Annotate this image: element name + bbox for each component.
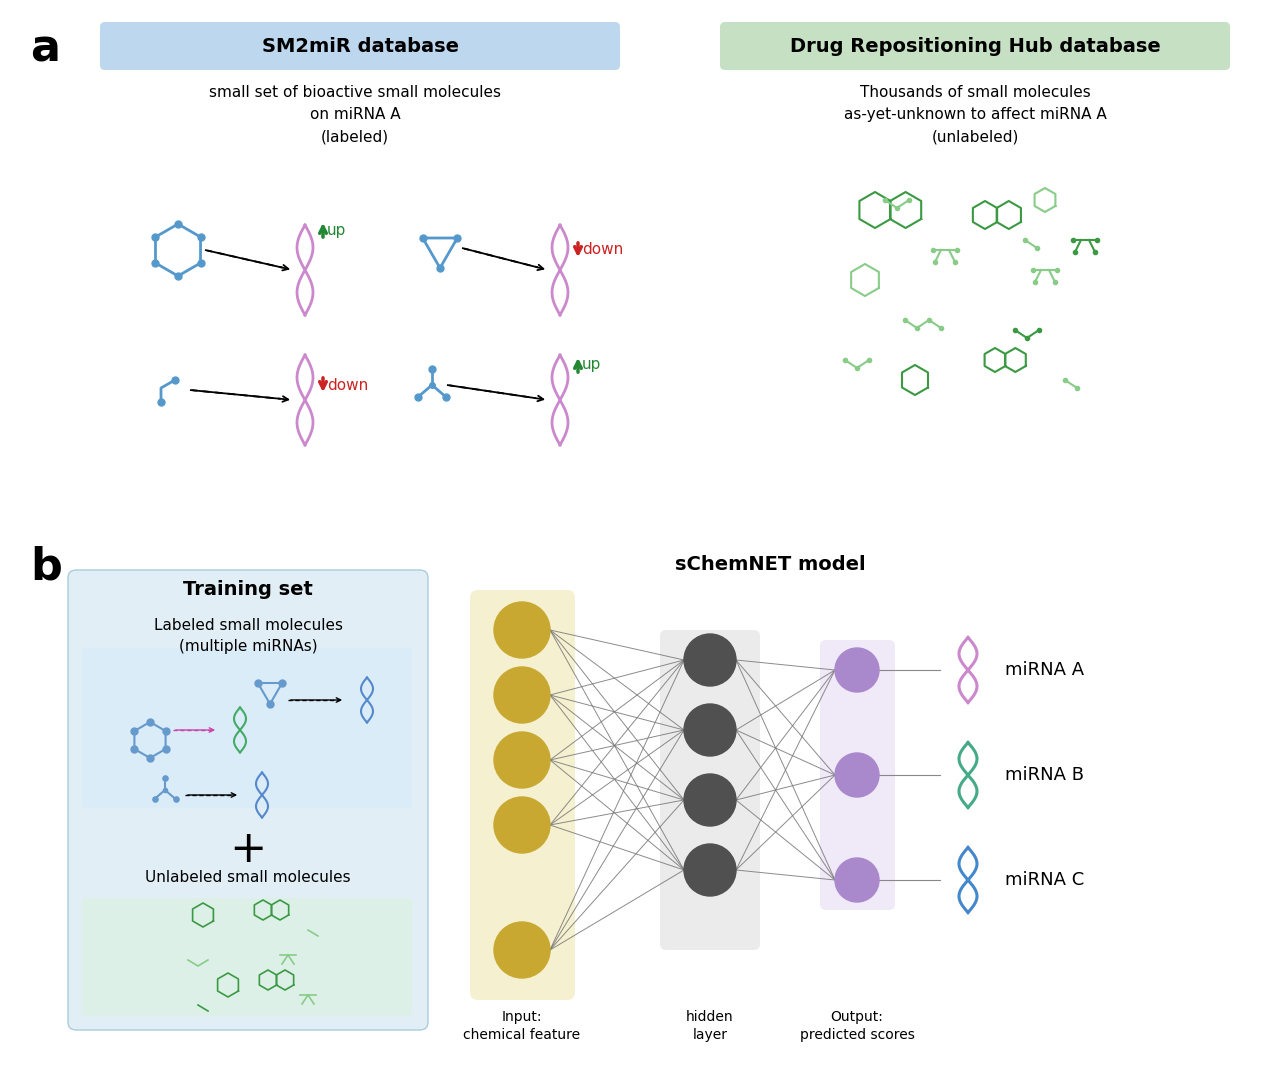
Text: down: down [327,377,369,392]
Text: hidden
layer: hidden layer [686,1010,734,1043]
Text: Unlabeled small molecules: Unlabeled small molecules [145,870,351,885]
Text: Drug Repositioning Hub database: Drug Repositioning Hub database [790,36,1160,55]
FancyBboxPatch shape [67,570,427,1030]
Text: Labeled small molecules
(multiple miRNAs): Labeled small molecules (multiple miRNAs… [154,618,342,655]
Text: Input:
chemical feature: Input: chemical feature [463,1010,580,1043]
Circle shape [494,797,550,853]
Text: small set of bioactive small molecules
on miRNA A
(labeled): small set of bioactive small molecules o… [209,85,501,144]
Text: sChemNET model: sChemNET model [674,555,865,574]
Circle shape [834,648,879,692]
Text: b: b [31,545,62,588]
Text: miRNA A: miRNA A [1005,661,1084,679]
Circle shape [834,753,879,797]
Text: miRNA B: miRNA B [1005,766,1084,784]
FancyBboxPatch shape [81,648,412,808]
Text: up: up [327,223,346,238]
Text: down: down [583,242,623,258]
Text: Thousands of small molecules
as-yet-unknown to affect miRNA A
(unlabeled): Thousands of small molecules as-yet-unkn… [843,85,1107,144]
Text: Training set: Training set [183,580,313,599]
Text: Output:
predicted scores: Output: predicted scores [800,1010,915,1043]
Circle shape [684,844,736,897]
Text: miRNA C: miRNA C [1005,871,1084,889]
FancyBboxPatch shape [660,630,759,950]
Text: +: + [229,828,267,871]
FancyBboxPatch shape [100,22,619,70]
Circle shape [684,774,736,826]
Text: a: a [31,28,60,71]
Circle shape [494,732,550,788]
FancyBboxPatch shape [820,640,895,910]
Text: up: up [583,357,602,372]
Circle shape [494,667,550,723]
Text: SM2miR database: SM2miR database [262,36,458,55]
FancyBboxPatch shape [81,898,412,1016]
Circle shape [494,922,550,978]
FancyBboxPatch shape [720,22,1230,70]
Circle shape [684,704,736,756]
Circle shape [684,634,736,687]
FancyBboxPatch shape [469,589,575,1000]
Circle shape [494,602,550,658]
Circle shape [834,858,879,902]
